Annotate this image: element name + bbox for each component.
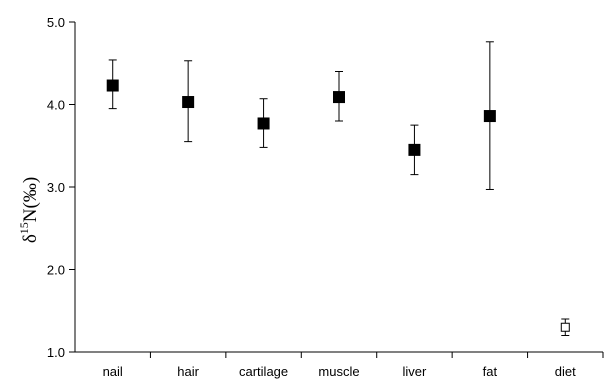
y-axis-title-rest: N(‰): [20, 177, 41, 222]
y-axis-title: δ15N(‰): [17, 177, 41, 243]
x-tick-label: hair: [177, 364, 199, 379]
y-tick-label: 2.0: [47, 263, 65, 278]
x-tick-labels: nail hair cartilage muscle liver fat diet: [103, 364, 577, 379]
x-tick-label: muscle: [318, 364, 359, 379]
y-axis-title-superscript: 15: [17, 222, 31, 234]
x-tick-label: liver: [403, 364, 428, 379]
y-axis-title-delta: δ: [20, 234, 41, 243]
y-tick-label: 4.0: [47, 98, 65, 113]
data-point-marker: [182, 96, 195, 109]
error-bars: [108, 41, 570, 336]
x-tick-label: cartilage: [239, 364, 288, 379]
y-tick-label: 3.0: [47, 180, 65, 195]
tick-marks: [69, 21, 604, 358]
x-tick-label: fat: [483, 364, 498, 379]
data-point-marker: [257, 117, 270, 130]
y-tick-label: 5.0: [47, 15, 65, 30]
data-point-marker: [408, 143, 421, 156]
data-point-marker: [333, 91, 345, 104]
y-tick-label: 1.0: [47, 345, 65, 360]
x-tick-label: diet: [555, 364, 576, 379]
x-tick-label: nail: [103, 364, 123, 379]
data-point-marker: [560, 322, 570, 332]
data-point-marker: [483, 110, 496, 123]
y-tick-labels: 1.0 2.0 3.0 4.0 5.0: [47, 15, 65, 360]
data-point-marker: [106, 79, 119, 92]
data-points: [106, 79, 570, 332]
